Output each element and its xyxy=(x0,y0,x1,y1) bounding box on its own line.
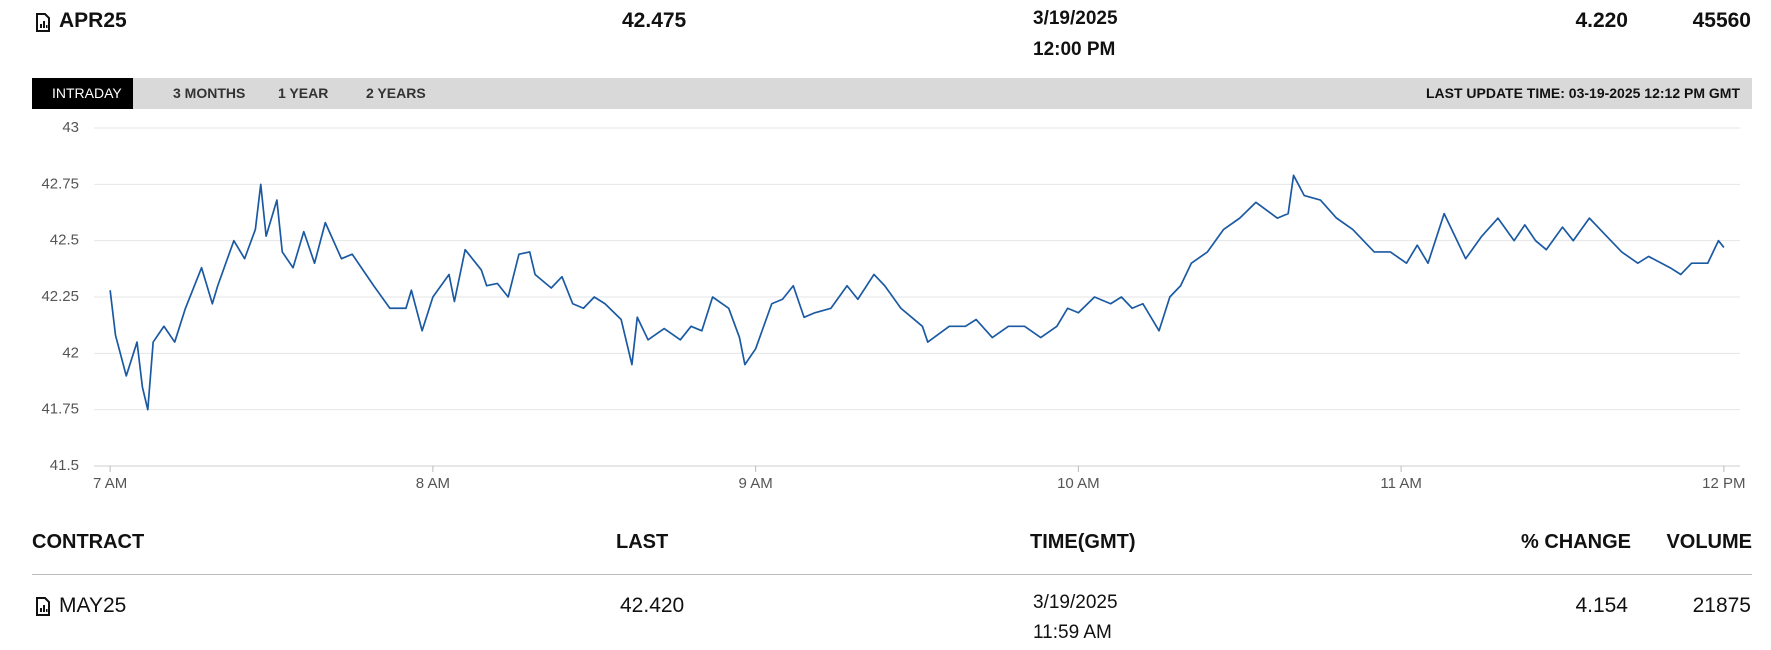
last-price: 42.475 xyxy=(622,9,687,32)
date: 3/19/2025 xyxy=(1033,8,1118,29)
y-tick-label: 42.5 xyxy=(50,232,79,249)
volume: 21875 xyxy=(1692,594,1751,617)
column-header: TIME(GMT) xyxy=(1030,531,1136,553)
price-line xyxy=(109,174,1725,411)
tab[interactable]: 1 YEAR xyxy=(278,85,329,101)
tab[interactable]: 3 MONTHS xyxy=(173,85,246,101)
y-tick-label: 42.25 xyxy=(41,288,79,305)
last-price: 42.420 xyxy=(620,594,685,617)
chart: 43 42.75 42.5 42.25 42 41.75 41.5 7 AM 8 AM 9 AM 1… xyxy=(41,119,1745,492)
contract[interactable]: APR25 xyxy=(59,9,127,32)
x-tick-label: 10 AM xyxy=(1057,475,1100,492)
date: 3/19/2025 xyxy=(1033,592,1118,613)
contract[interactable]: MAY25 xyxy=(59,594,127,617)
tab-bar: INTRADAY 3 MONTHS 1 YEAR 2 YEARS LAST UP… xyxy=(32,78,1752,109)
x-tick-label: 11 AM xyxy=(1380,475,1421,492)
y-tick-label: 43 xyxy=(62,119,79,136)
change: 4.220 xyxy=(1575,9,1628,32)
y-tick-label: 42.75 xyxy=(41,175,79,192)
last-update: LAST UPDATE TIME: 03-19-2025 12:12 PM GM… xyxy=(1425,85,1740,101)
change: 4.154 xyxy=(1575,594,1628,617)
y-tick-label: 42 xyxy=(62,344,79,361)
y-tick-label: 41.5 xyxy=(50,457,79,474)
time: 11:59 AM xyxy=(1033,622,1112,643)
x-tick-label: 8 AM xyxy=(416,475,450,492)
column-header: CONTRACT xyxy=(32,531,145,553)
time: 12:00 PM xyxy=(1033,39,1116,60)
y-tick-label: 41.75 xyxy=(41,401,79,418)
volume: 45560 xyxy=(1692,9,1751,32)
x-tick-label: 9 AM xyxy=(739,475,773,492)
column-header: % CHANGE xyxy=(1520,531,1631,553)
chart-icon xyxy=(36,597,50,616)
tab[interactable]: 2 YEARS xyxy=(366,85,426,101)
column-header: VOLUME xyxy=(1666,531,1752,553)
x-tick-label: 7 AM xyxy=(93,475,127,492)
tab[interactable]: INTRADAY xyxy=(32,78,133,109)
x-tick-label: 12 PM xyxy=(1702,475,1745,492)
separator xyxy=(32,574,1752,575)
chart-icon xyxy=(36,13,50,32)
column-header: LAST xyxy=(616,531,669,553)
